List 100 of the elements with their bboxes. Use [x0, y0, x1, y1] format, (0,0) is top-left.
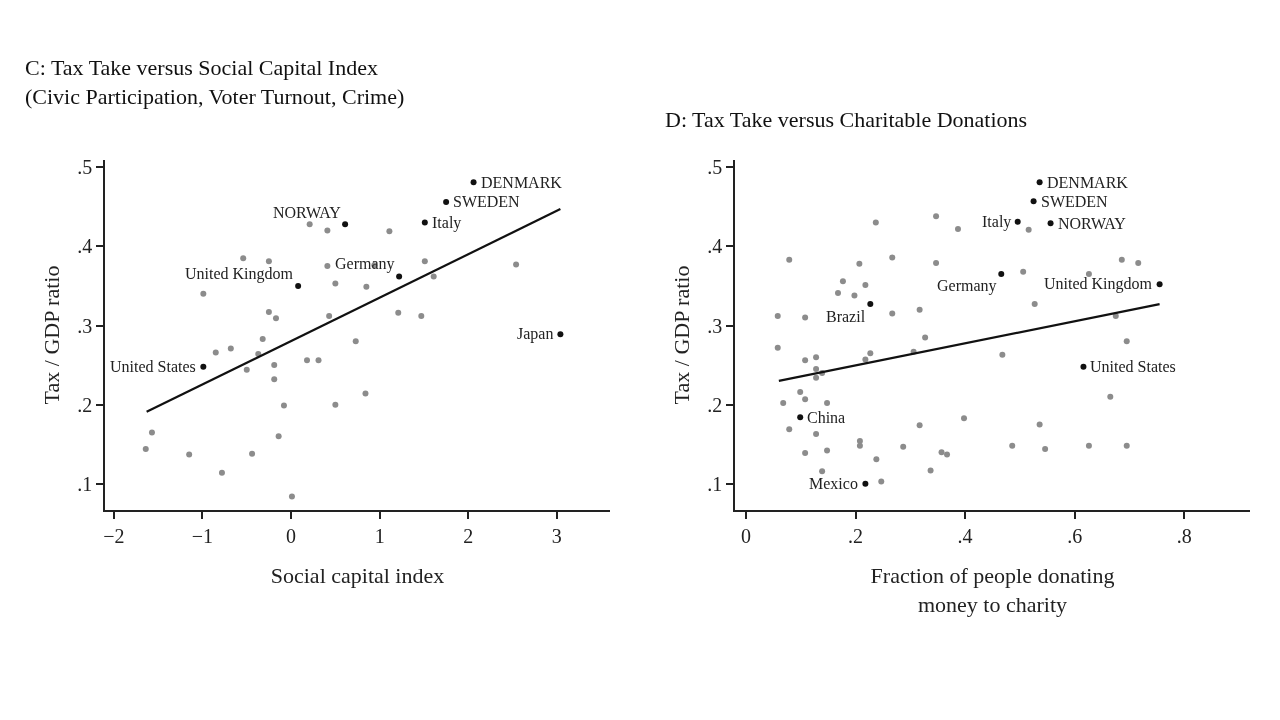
point — [927, 467, 934, 474]
point — [421, 258, 428, 265]
point — [819, 468, 826, 475]
point — [1030, 198, 1037, 205]
point — [470, 179, 477, 186]
point — [218, 469, 225, 476]
point — [774, 313, 781, 319]
point — [786, 256, 793, 263]
annotation: DENMARK — [481, 174, 563, 191]
point — [867, 350, 874, 357]
point — [271, 362, 278, 369]
point — [797, 414, 804, 421]
point — [1135, 259, 1142, 266]
point — [186, 451, 193, 458]
point — [1085, 442, 1092, 449]
x-tick-label: 3 — [551, 524, 562, 547]
point — [813, 354, 820, 361]
point — [873, 456, 880, 463]
annotation: Italy — [982, 213, 1012, 231]
point — [922, 334, 929, 341]
point — [363, 283, 370, 290]
annotation: Germany — [335, 255, 395, 273]
point — [1014, 218, 1021, 225]
point — [933, 259, 940, 266]
point — [802, 396, 809, 403]
point — [1036, 179, 1043, 186]
x-tick-label: .2 — [848, 524, 864, 547]
x-tick-label: −2 — [103, 524, 125, 547]
point — [557, 331, 564, 338]
point — [1042, 446, 1049, 453]
point — [1156, 281, 1163, 288]
point — [813, 430, 820, 437]
point — [813, 366, 820, 373]
point — [200, 290, 207, 297]
point — [332, 280, 339, 287]
y-axis-title: Tax / GDP ratio — [38, 265, 64, 405]
point — [867, 301, 874, 308]
point — [240, 255, 247, 262]
point — [872, 219, 879, 226]
point — [802, 357, 809, 364]
point — [856, 260, 863, 267]
point — [513, 261, 520, 268]
y-tick-label: .5 — [77, 156, 93, 179]
point — [954, 225, 961, 232]
point — [332, 401, 339, 408]
y-axis-title: Tax / GDP ratio — [668, 265, 694, 405]
point — [856, 438, 863, 445]
point — [1047, 220, 1054, 227]
point — [200, 363, 207, 370]
y-tick-label: .2 — [77, 393, 93, 416]
y-tick-label: .3 — [77, 314, 93, 337]
annotation: Mexico — [809, 475, 858, 492]
x-axis-title: Social capital index — [270, 563, 445, 589]
x-tick-label: −1 — [191, 524, 214, 547]
point — [227, 345, 234, 352]
point — [835, 290, 841, 297]
point — [813, 374, 820, 381]
point — [271, 376, 278, 383]
point — [272, 315, 279, 322]
point — [280, 402, 287, 409]
point — [142, 446, 149, 453]
point — [1080, 363, 1087, 370]
y-tick-label: .4 — [707, 235, 723, 258]
annotation: SWEDEN — [453, 193, 521, 210]
point — [961, 415, 968, 422]
point — [851, 292, 858, 299]
point — [878, 478, 885, 485]
point — [889, 254, 896, 261]
point — [265, 309, 272, 316]
point — [916, 422, 923, 429]
point — [862, 356, 869, 363]
point — [324, 227, 331, 234]
point — [352, 338, 359, 345]
y-tick-label: .3 — [707, 314, 723, 337]
annotation: Japan — [517, 325, 554, 343]
point — [916, 306, 923, 313]
x-tick-label: 0 — [740, 524, 751, 547]
point — [1085, 271, 1092, 278]
point — [395, 309, 402, 316]
point — [326, 313, 333, 319]
chart-title: C: Tax Take versus Social Capital Index (Civic Participation, Voter Turnout, Crime) — [25, 55, 405, 109]
x-tick-label: 2 — [463, 524, 474, 547]
x-tick-label: .8 — [1176, 524, 1192, 547]
point — [342, 221, 349, 228]
point — [998, 271, 1005, 278]
point — [304, 357, 310, 364]
point — [430, 273, 437, 280]
point — [324, 263, 331, 270]
point — [1031, 301, 1038, 308]
point — [396, 273, 403, 280]
point — [243, 366, 250, 373]
y-tick-label: .4 — [77, 235, 93, 258]
point — [856, 442, 863, 449]
point — [862, 282, 869, 289]
annotation: DENMARK — [1047, 174, 1129, 191]
x-tick-label: .4 — [957, 524, 973, 547]
point — [443, 198, 450, 205]
point — [802, 449, 809, 456]
point — [797, 389, 804, 396]
y-tick-label: .1 — [77, 472, 93, 495]
